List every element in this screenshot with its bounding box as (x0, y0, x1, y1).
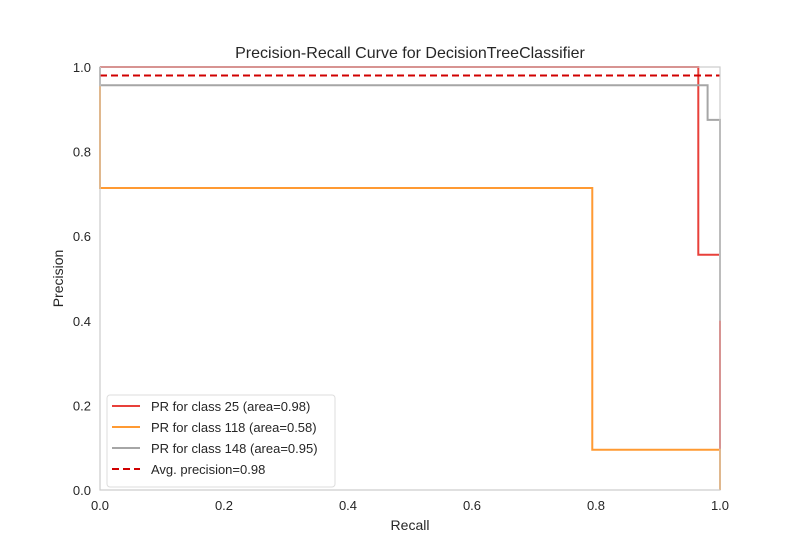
legend-entry-1: PR for class 118 (area=0.58) (151, 420, 317, 435)
legend: PR for class 25 (area=0.98) PR for class … (106, 394, 336, 488)
y-tick-label: 1.0 (73, 60, 91, 75)
x-tick-label: 0.0 (91, 498, 109, 513)
y-tick-label: 0.0 (73, 483, 91, 498)
legend-box (106, 394, 336, 488)
x-tick-label: 0.2 (215, 498, 233, 513)
y-tick-labels: 0.0 0.2 0.4 0.6 0.8 1.0 (73, 60, 91, 498)
x-tick-labels: 0.0 0.2 0.4 0.6 0.8 1.0 (91, 498, 729, 513)
legend-entry-0: PR for class 25 (area=0.98) (151, 399, 310, 414)
y-axis-label: Precision (50, 250, 66, 308)
y-tick-label: 0.2 (73, 398, 91, 413)
y-tick-label: 0.6 (73, 229, 91, 244)
plot-frame (99, 66, 721, 491)
x-tick-label: 0.4 (339, 498, 357, 513)
x-tick-label: 0.6 (463, 498, 481, 513)
x-tick-label: 1.0 (711, 498, 729, 513)
y-tick-label: 0.8 (73, 145, 91, 160)
y-tick-label: 0.4 (73, 314, 91, 329)
legend-entry-3: Avg. precision=0.98 (151, 462, 265, 477)
chart-title: Precision-Recall Curve for DecisionTreeC… (235, 45, 585, 62)
x-tick-label: 0.8 (587, 498, 605, 513)
x-axis-label: Recall (391, 517, 430, 533)
legend-entry-2: PR for class 148 (area=0.95) (151, 441, 318, 456)
